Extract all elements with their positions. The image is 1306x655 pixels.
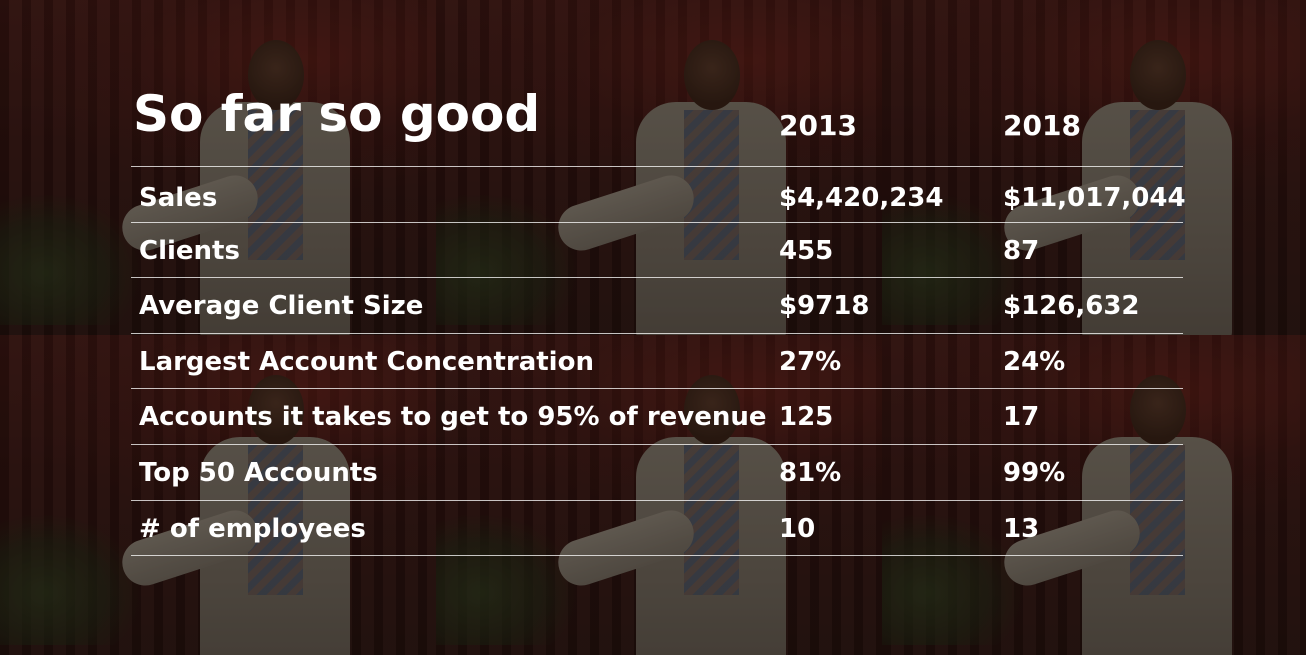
value-2013: 81% bbox=[779, 457, 842, 488]
table-row-clients: Clients 455 87 bbox=[131, 223, 1183, 279]
slide-title: So far so good bbox=[133, 85, 541, 143]
table-row-top-50-accounts: Top 50 Accounts 81% 99% bbox=[131, 445, 1183, 501]
table-row-employees: # of employees 10 13 bbox=[131, 501, 1183, 557]
value-2013: 125 bbox=[779, 402, 834, 433]
row-label: Accounts it takes to get to 95% of reven… bbox=[139, 402, 767, 433]
background-photo-tile bbox=[882, 0, 1306, 335]
row-label: Top 50 Accounts bbox=[139, 457, 378, 488]
value-2018: 99% bbox=[1003, 457, 1066, 488]
value-2013: 27% bbox=[779, 346, 842, 377]
table-row-sales: Sales $4,420,234 $11,017,044 bbox=[131, 167, 1186, 223]
row-label: # of employees bbox=[139, 513, 366, 544]
background-photo-tile bbox=[0, 0, 436, 335]
value-2013: 10 bbox=[779, 513, 816, 544]
background-photo-tile bbox=[436, 335, 882, 655]
background-photo-tile bbox=[0, 335, 436, 655]
row-label: Average Client Size bbox=[139, 291, 424, 322]
value-2018: 24% bbox=[1003, 346, 1066, 377]
value-2018: $11,017,044 bbox=[1003, 183, 1186, 213]
column-header-2013: 2013 bbox=[779, 109, 857, 142]
column-header-2018: 2018 bbox=[1003, 109, 1081, 142]
table-row-average-client-size: Average Client Size $9718 $126,632 bbox=[131, 278, 1183, 334]
comparison-table: Sales $4,420,234 $11,017,044 Clients 455… bbox=[131, 166, 1186, 557]
table-row-accounts-to-95-percent: Accounts it takes to get to 95% of reven… bbox=[131, 389, 1183, 445]
value-2018: 87 bbox=[1003, 235, 1040, 266]
background-photo-tile bbox=[882, 335, 1306, 655]
row-label: Sales bbox=[139, 183, 218, 213]
background-photo-tile bbox=[436, 0, 882, 335]
value-2018: $126,632 bbox=[1003, 291, 1140, 322]
value-2018: 13 bbox=[1003, 513, 1040, 544]
row-label: Clients bbox=[139, 235, 240, 266]
row-label: Largest Account Concentration bbox=[139, 346, 594, 377]
value-2013: $9718 bbox=[779, 291, 870, 322]
value-2018: 17 bbox=[1003, 402, 1040, 433]
value-2013: 455 bbox=[779, 235, 834, 266]
value-2013: $4,420,234 bbox=[779, 183, 944, 213]
table-row-largest-account-concentration: Largest Account Concentration 27% 24% bbox=[131, 334, 1183, 390]
